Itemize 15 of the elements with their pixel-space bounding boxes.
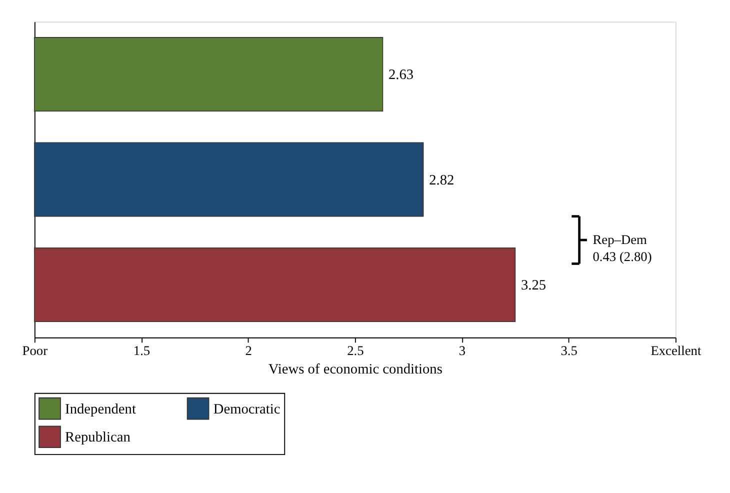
x-tick-label: 3: [458, 343, 466, 358]
data-label: 2.82: [429, 172, 454, 188]
x-tick-label: Excellent: [650, 343, 702, 358]
legend-label: Democratic: [213, 401, 280, 418]
data-label: 3.25: [520, 278, 546, 294]
x-tick-label: 1.5: [133, 343, 150, 358]
x-axis-title: Views of economic conditions: [268, 361, 443, 378]
legend-label: Independent: [65, 401, 136, 418]
data-label: 2.63: [388, 67, 414, 84]
x-tick-label: 2.5: [347, 343, 364, 358]
x-tick-label: 2: [245, 343, 252, 358]
x-tick-label: Poor: [22, 343, 48, 358]
legend-label: Republican: [65, 430, 130, 446]
annotation: Rep–Dem 0.43 (2.80): [592, 232, 652, 264]
x-tick-label: 3.5: [560, 343, 578, 358]
